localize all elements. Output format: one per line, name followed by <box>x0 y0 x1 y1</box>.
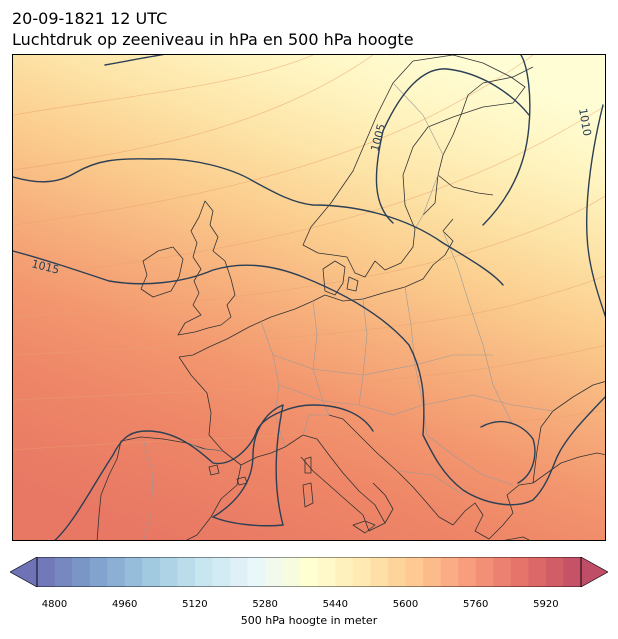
colorbar-svg <box>9 556 609 588</box>
colorbar-cell <box>387 557 406 587</box>
isobars <box>13 55 605 540</box>
colorbar-tick: 5920 <box>533 599 559 610</box>
colorbar-cell <box>352 557 371 587</box>
colorbar-cell <box>247 557 266 587</box>
colorbar-tick: 4960 <box>111 599 138 610</box>
colorbar-cells <box>37 557 582 587</box>
map-canvas: 1005 1010 1015 <box>13 55 605 540</box>
map-title: Luchtdruk op zeeniveau in hPa en 500 hPa… <box>12 30 414 49</box>
colorbar-cell <box>440 557 459 587</box>
colorbar-tick: 4800 <box>41 599 68 610</box>
colorbar-extend-low <box>9 556 38 588</box>
colorbar-tick: 5440 <box>322 599 349 610</box>
colorbar-cell <box>370 557 389 587</box>
colorbar-tick: 5280 <box>252 599 278 610</box>
colorbar-tick: 5120 <box>182 599 208 610</box>
colorbar-cell <box>177 557 196 587</box>
colorbar-cell <box>317 557 336 587</box>
colorbar-cell <box>194 557 213 587</box>
colorbar-cell <box>265 557 284 587</box>
isobar-label-1010: 1010 <box>576 107 594 137</box>
colorbar-cell <box>142 557 161 587</box>
colorbar-cell <box>405 557 424 587</box>
colorbar-cell <box>458 557 477 587</box>
colorbar-tick: 5600 <box>392 599 419 610</box>
pressure-map: 1005 1010 1015 <box>12 54 606 541</box>
colorbar-cell <box>335 557 354 587</box>
colorbar-label: 500 hPa hoogte in meter <box>240 614 378 627</box>
colorbar-cell <box>107 557 126 587</box>
colorbar-cell <box>124 557 143 587</box>
isobar-labels: 1005 1010 1015 <box>30 107 593 276</box>
colorbar-cell <box>545 557 564 587</box>
colorbar-tick: 5760 <box>462 599 489 610</box>
colorbar-cell <box>510 557 529 587</box>
colorbar-cell <box>493 557 512 587</box>
colorbar-cell <box>37 557 55 587</box>
colorbar-cell <box>89 557 108 587</box>
height-field <box>13 55 605 540</box>
colorbar-cell <box>282 557 301 587</box>
height-contours <box>13 55 605 451</box>
colorbar-cell <box>72 557 91 587</box>
colorbar-cell <box>528 557 547 587</box>
colorbar-cell <box>563 557 582 587</box>
colorbar-cell <box>54 557 73 587</box>
colorbar-cell <box>159 557 178 587</box>
colorbar-cell <box>475 557 494 587</box>
map-datetime: 20-09-1821 12 UTC <box>12 9 168 28</box>
colorbar-cell <box>423 557 442 587</box>
colorbar-cell <box>212 557 231 587</box>
colorbar-extend-high <box>580 556 609 588</box>
colorbar-cell <box>300 557 319 587</box>
colorbar-cell <box>230 557 248 587</box>
coastlines <box>96 55 605 540</box>
colorbar <box>9 556 609 588</box>
